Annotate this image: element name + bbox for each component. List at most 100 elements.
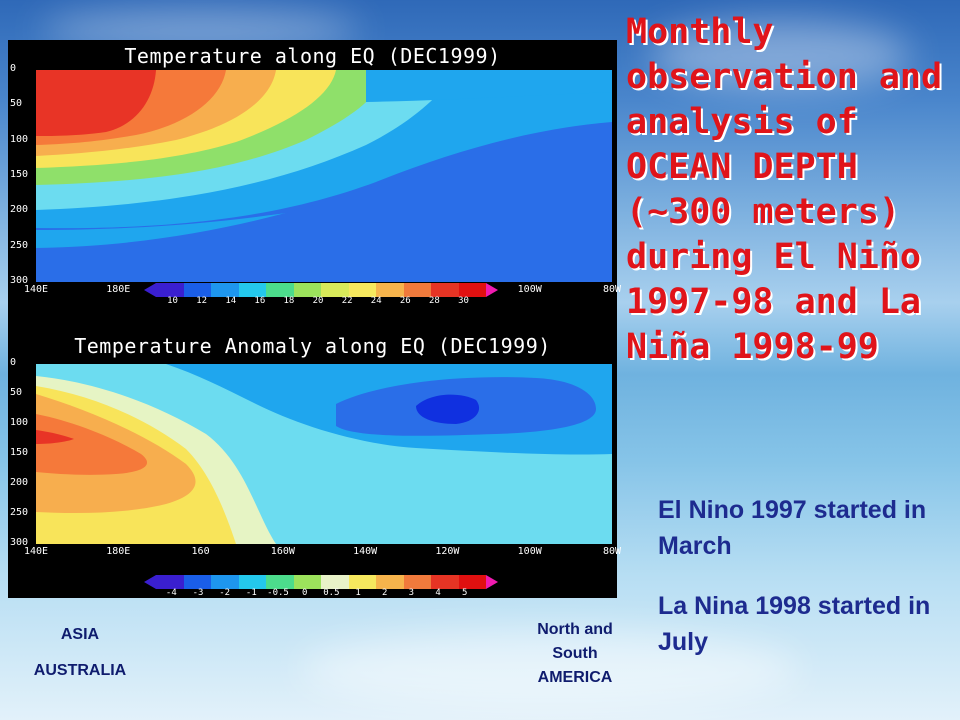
- cloud: [650, 20, 910, 90]
- geo-label-left: ASIA AUSTRALIA: [20, 624, 140, 682]
- colorbar-label: 10: [167, 296, 178, 306]
- y-tick-label: 50: [10, 387, 23, 398]
- anomaly-orange: [36, 414, 148, 475]
- colorbar-label: 12: [196, 296, 208, 306]
- top-panel-title: Temperature along EQ (DEC1999): [124, 44, 501, 68]
- colorbar-swatch: [321, 575, 349, 589]
- x-tick-label: 180E: [106, 546, 131, 557]
- x-tick-label: 160: [191, 546, 210, 557]
- x-tick-label: 140E: [23, 284, 49, 295]
- colorbar-label: -2: [219, 588, 231, 598]
- geo-label-right: North and South AMERICA: [520, 618, 630, 690]
- bottom-contour-svg: [36, 364, 612, 544]
- top-contour-plot: [36, 70, 612, 282]
- y-tick-label: 200: [10, 204, 29, 216]
- ocean-temperature-figure: Temperature along EQ (DEC1999) 0 50 100 150…: [8, 40, 621, 598]
- colorbar-swatch: [238, 283, 266, 297]
- colorbar-swatch: [431, 575, 459, 589]
- geo-asia: ASIA: [60, 626, 100, 643]
- colorbar-label: 30: [458, 296, 469, 306]
- colorbar-swatch: [238, 575, 266, 589]
- anomaly-deep-blue: [416, 394, 480, 424]
- top-colorbar-labels: 10 12 14 16 18 20 22 24 26 28 30: [158, 296, 478, 306]
- colorbar-label: 20: [312, 296, 324, 306]
- colorbar-label: 18: [283, 296, 295, 306]
- top-colorbar-left-arrow: [144, 283, 156, 297]
- y-tick-label: 200: [10, 477, 29, 488]
- x-tick-label: 80W: [602, 546, 622, 557]
- colorbar-label: 2: [382, 588, 388, 598]
- colorbar-label: 5: [462, 588, 468, 598]
- colorbar-swatch: [321, 283, 349, 297]
- top-contour-svg: [36, 70, 612, 282]
- x-tick-label: 80W: [602, 284, 622, 295]
- colorbar-swatch: [376, 283, 404, 297]
- colorbar-swatch: [376, 575, 404, 589]
- colorbar-swatch: [156, 283, 184, 297]
- colorbar-swatch: [156, 575, 184, 589]
- colorbar-swatch: [403, 575, 431, 589]
- x-tick-label: 140E: [23, 546, 49, 557]
- colorbar-swatch: [293, 575, 321, 589]
- colorbar-label: 14: [225, 296, 237, 306]
- geo-america: AMERICA: [537, 669, 613, 686]
- wave-highlight: [300, 630, 800, 710]
- colorbar-swatch: [458, 283, 486, 297]
- colorbar-label: -4: [165, 588, 177, 598]
- bottom-colorbar-labels: -4 -3 -2 -1 -0.5 0 0.5 1 2 3 4 5: [158, 588, 478, 598]
- colorbar-label: 22: [341, 296, 353, 306]
- top-colorbar-right-arrow: [486, 283, 498, 297]
- y-tick-label: 100: [10, 133, 29, 145]
- colorbar-swatch: [266, 283, 294, 297]
- colorbar-label: 28: [428, 296, 440, 306]
- contour-sky: [36, 122, 612, 282]
- colorbar-label: 1: [355, 588, 361, 598]
- colorbar-swatch: [211, 575, 239, 589]
- colorbar-label: 0: [301, 588, 308, 598]
- colorbar-label: -0.5: [267, 588, 289, 598]
- contour-red: [36, 70, 156, 136]
- colorbar-label: 24: [370, 296, 382, 306]
- y-tick-label: 300: [10, 275, 29, 286]
- y-tick-label: 0: [10, 357, 17, 368]
- y-tick-label: 100: [10, 417, 29, 428]
- y-tick-label: 0: [10, 63, 17, 74]
- colorbar-swatch: [183, 283, 211, 297]
- colorbar-swatch: [266, 575, 294, 589]
- anomaly-red: [36, 430, 74, 444]
- y-tick-label: 250: [10, 507, 29, 518]
- colorbar-swatch: [431, 283, 459, 297]
- top-colorbar: [156, 283, 486, 297]
- colorbar-swatch: [348, 283, 376, 297]
- geo-australia: AUSTRALIA: [33, 662, 127, 679]
- x-tick-label: 100W: [517, 284, 542, 295]
- colorbar-swatch: [348, 575, 376, 589]
- colorbar-label: -1: [245, 588, 257, 598]
- x-tick-label: 140W: [353, 546, 378, 557]
- colorbar-label: 0.5: [323, 588, 340, 598]
- bottom-panel-title: Temperature Anomaly along EQ (DEC1999): [74, 334, 551, 358]
- la-nina-note: La Nina 1998 started in July: [658, 592, 931, 656]
- el-nino-note: El Nino 1997 started in March: [658, 496, 927, 560]
- colorbar-swatch: [403, 283, 431, 297]
- y-tick-label: 50: [10, 98, 23, 110]
- bottom-colorbar-left-arrow: [144, 575, 156, 589]
- y-tick-label: 250: [10, 239, 29, 251]
- x-tick-label: 100W: [517, 546, 542, 557]
- colorbar-label: 26: [399, 296, 411, 306]
- bottom-colorbar: [156, 575, 486, 589]
- x-tick-label: 120W: [435, 546, 460, 557]
- contour-surface-band: [366, 70, 612, 102]
- geo-south: South: [552, 645, 598, 662]
- colorbar-swatch: [183, 575, 211, 589]
- bottom-colorbar-right-arrow: [486, 575, 498, 589]
- colorbar-label: 4: [435, 588, 441, 598]
- bottom-contour-plot: [36, 364, 612, 544]
- colorbar-label: 16: [254, 296, 266, 306]
- slide-headline: Monthly observation and analysis of OCEA…: [626, 12, 943, 367]
- geo-north-and: North and: [537, 621, 613, 638]
- y-tick-label: 150: [10, 169, 29, 180]
- colorbar-swatch: [458, 575, 486, 589]
- y-tick-label: 300: [10, 537, 29, 548]
- colorbar-label: 3: [408, 588, 415, 598]
